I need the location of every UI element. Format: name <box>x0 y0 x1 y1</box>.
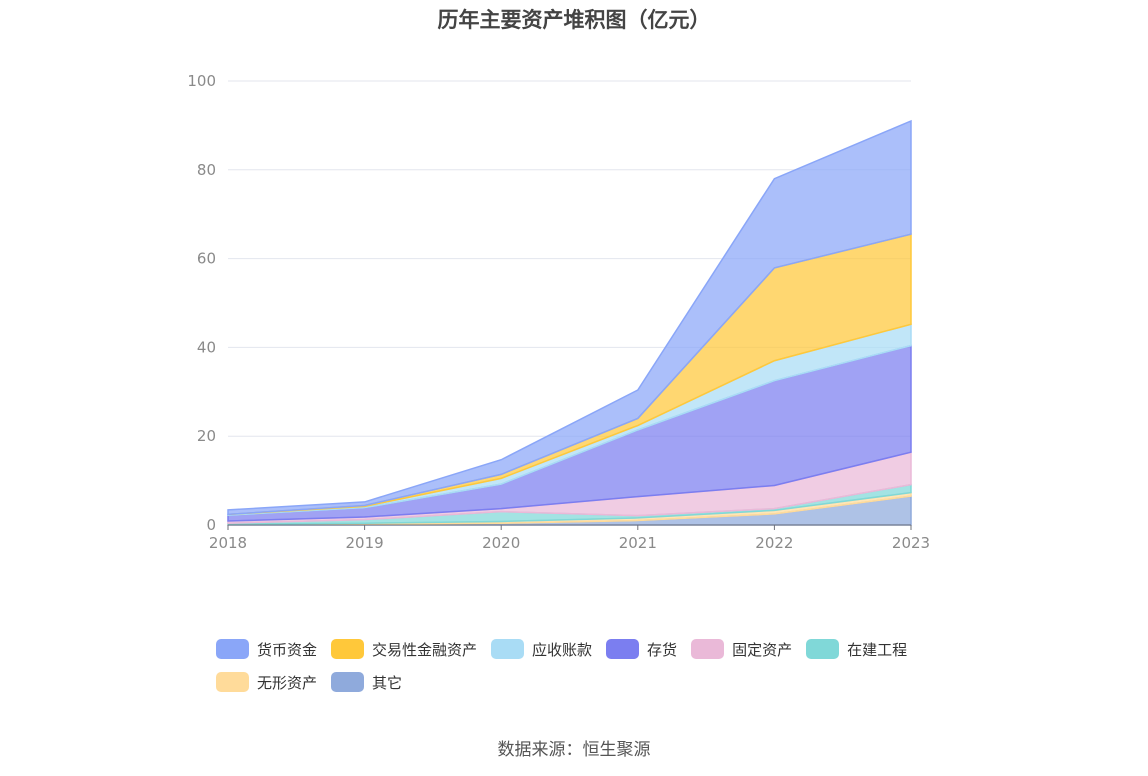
area-货币资金 <box>227 119 912 516</box>
legend-item[interactable]: 在建工程 <box>806 638 907 660</box>
stacked-area-chart: 0 20 40 60 80 100 2018 2019 2020 2021 2022 2023 <box>187 72 930 552</box>
x-tick-label: 2023 <box>892 534 930 552</box>
legend-swatch <box>331 639 365 659</box>
axes: 0 20 40 60 80 100 2018 2019 2020 2021 2022 2023 <box>187 72 930 552</box>
y-tick-label: 80 <box>197 161 216 179</box>
legend-item[interactable]: 其它 <box>331 671 402 693</box>
legend-swatch <box>606 639 640 659</box>
legend-label: 存货 <box>647 640 678 659</box>
x-tick-label: 2018 <box>209 534 247 552</box>
legend: 货币资金 交易性金融资产 应收账款 存货 固定资产 在建工程无形资产 其它 <box>216 638 956 693</box>
legend-item[interactable]: 交易性金融资产 <box>331 638 477 660</box>
y-tick-label: 0 <box>206 516 216 534</box>
x-tick-label: 2019 <box>346 534 384 552</box>
area-series <box>227 119 912 526</box>
x-tick-label: 2020 <box>482 534 520 552</box>
legend-swatch <box>806 639 840 659</box>
y-tick-label: 40 <box>197 338 216 356</box>
legend-label: 在建工程 <box>847 640 908 659</box>
legend-item[interactable]: 应收账款 <box>491 638 592 660</box>
legend-label: 无形资产 <box>257 673 318 692</box>
legend-label: 固定资产 <box>732 640 793 659</box>
legend-label: 应收账款 <box>532 640 593 659</box>
legend-swatch <box>491 639 525 659</box>
x-tick-label: 2021 <box>619 534 657 552</box>
legend-item[interactable]: 存货 <box>606 638 677 660</box>
y-tick-label: 100 <box>187 72 216 90</box>
legend-swatch <box>691 639 725 659</box>
legend-swatch <box>216 639 249 659</box>
data-source: 数据来源：恒生聚源 <box>497 740 651 760</box>
legend-item[interactable]: 固定资产 <box>691 638 792 660</box>
legend-label: 货币资金 <box>257 640 318 659</box>
legend-swatch <box>216 672 249 692</box>
legend-item[interactable]: 货币资金 <box>216 638 317 660</box>
legend-swatch <box>331 672 365 692</box>
chart-title: 历年主要资产堆积图（亿元） <box>437 8 711 32</box>
y-tick-label: 60 <box>197 250 216 268</box>
legend-label: 交易性金融资产 <box>372 640 478 659</box>
legend-label: 其它 <box>372 673 403 692</box>
legend-item[interactable]: 无形资产 <box>216 671 317 693</box>
x-tick-label: 2022 <box>755 534 793 552</box>
y-tick-label: 20 <box>197 427 216 445</box>
